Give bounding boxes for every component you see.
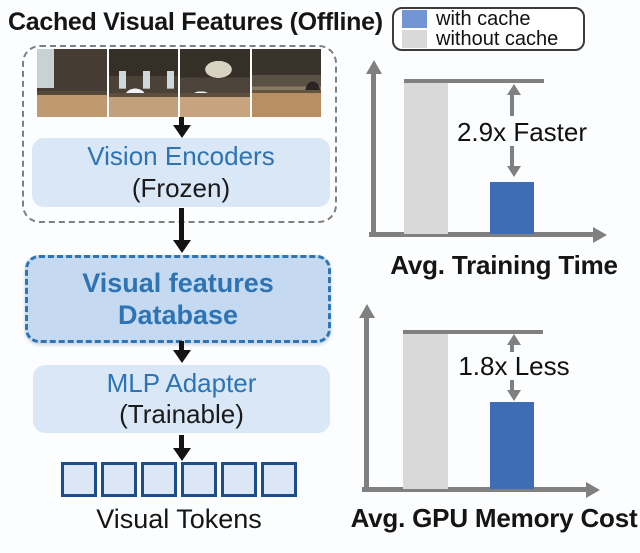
chart1-annotation-arrow-up bbox=[510, 94, 514, 116]
chart2-bar-without-cache bbox=[403, 333, 448, 489]
without-cache-label: without cache bbox=[436, 28, 559, 50]
arrow-database-to-adapter bbox=[179, 341, 184, 351]
chart2-x-axis-arrowhead bbox=[586, 481, 600, 498]
with-cache-label: with cache bbox=[436, 8, 531, 30]
with-cache-swatch bbox=[402, 10, 427, 28]
chart1-reference-line bbox=[404, 79, 544, 83]
chart2-x-axis bbox=[362, 487, 586, 492]
chart1-title: Avg. Training Time bbox=[390, 250, 618, 280]
database-label-line2: Database bbox=[117, 300, 239, 330]
arrow-encoder-to-database bbox=[179, 208, 184, 241]
room-photo bbox=[37, 49, 107, 117]
chart2-annotation-arrow-up-head bbox=[507, 334, 521, 345]
visual-token-square bbox=[61, 462, 97, 497]
chart1-annotation-arrow-down bbox=[510, 146, 514, 166]
figure-title: Cached Visual Features (Offline) bbox=[8, 8, 383, 36]
vision-encoders-label: Vision Encoders bbox=[87, 141, 275, 172]
chart2-y-axis-arrowhead bbox=[358, 304, 375, 318]
chart1-annotation: 2.9x Faster bbox=[456, 117, 588, 147]
chart2-annotation-arrow-down-head bbox=[507, 390, 521, 401]
chart2-title: Avg. GPU Memory Cost bbox=[350, 503, 638, 533]
visual-token-square bbox=[221, 462, 257, 497]
room-photo bbox=[251, 49, 321, 117]
visual-token-square bbox=[181, 462, 217, 497]
visual-token-row bbox=[61, 462, 301, 497]
visual-features-database-box: Visual features Database bbox=[25, 255, 331, 343]
vision-encoders-frozen-label: (Frozen) bbox=[131, 172, 231, 203]
visual-token-square bbox=[261, 462, 297, 497]
chart2-bar-with-cache bbox=[490, 402, 534, 489]
visual-tokens-label: Visual Tokens bbox=[96, 504, 262, 534]
arrow-adapter-to-tokens bbox=[179, 435, 184, 449]
mlp-adapter-label: MLP Adapter bbox=[106, 367, 257, 398]
chart1-x-axis-arrowhead bbox=[593, 226, 607, 243]
legend-item-with-cache: with cache bbox=[402, 9, 583, 29]
arrow-images-to-encoder bbox=[179, 117, 184, 126]
visual-token-square bbox=[141, 462, 177, 497]
chart2-annotation-arrow-down bbox=[510, 380, 514, 390]
chart1-y-axis bbox=[371, 74, 376, 237]
mlp-adapter-box: MLP Adapter (Trainable) bbox=[33, 365, 330, 433]
chart1-annotation-arrow-down-head bbox=[507, 166, 521, 177]
database-label-line1: Visual features bbox=[82, 267, 274, 298]
chart-legend: with cache without cache bbox=[392, 7, 585, 51]
vision-encoders-box: Vision Encoders (Frozen) bbox=[32, 138, 330, 207]
chart2-annotation: 1.8x Less bbox=[458, 351, 570, 381]
input-image-strip bbox=[37, 49, 321, 117]
room-photo bbox=[108, 49, 178, 117]
chart1-bar-with-cache bbox=[490, 182, 534, 234]
visual-token-square bbox=[101, 462, 137, 497]
chart2-annotation-arrow-up bbox=[510, 344, 514, 352]
mlp-adapter-trainable-label: (Trainable) bbox=[119, 399, 244, 429]
chart2-reference-line bbox=[403, 330, 543, 334]
without-cache-swatch bbox=[402, 30, 427, 48]
chart1-bar-without-cache bbox=[404, 82, 448, 234]
chart2-y-axis bbox=[364, 318, 369, 492]
legend-item-without-cache: without cache bbox=[402, 29, 583, 49]
chart1-y-axis-arrowhead bbox=[365, 60, 382, 74]
chart1-x-axis bbox=[369, 232, 593, 237]
chart1-annotation-arrow-up-head bbox=[507, 84, 521, 95]
room-photo bbox=[180, 49, 250, 117]
